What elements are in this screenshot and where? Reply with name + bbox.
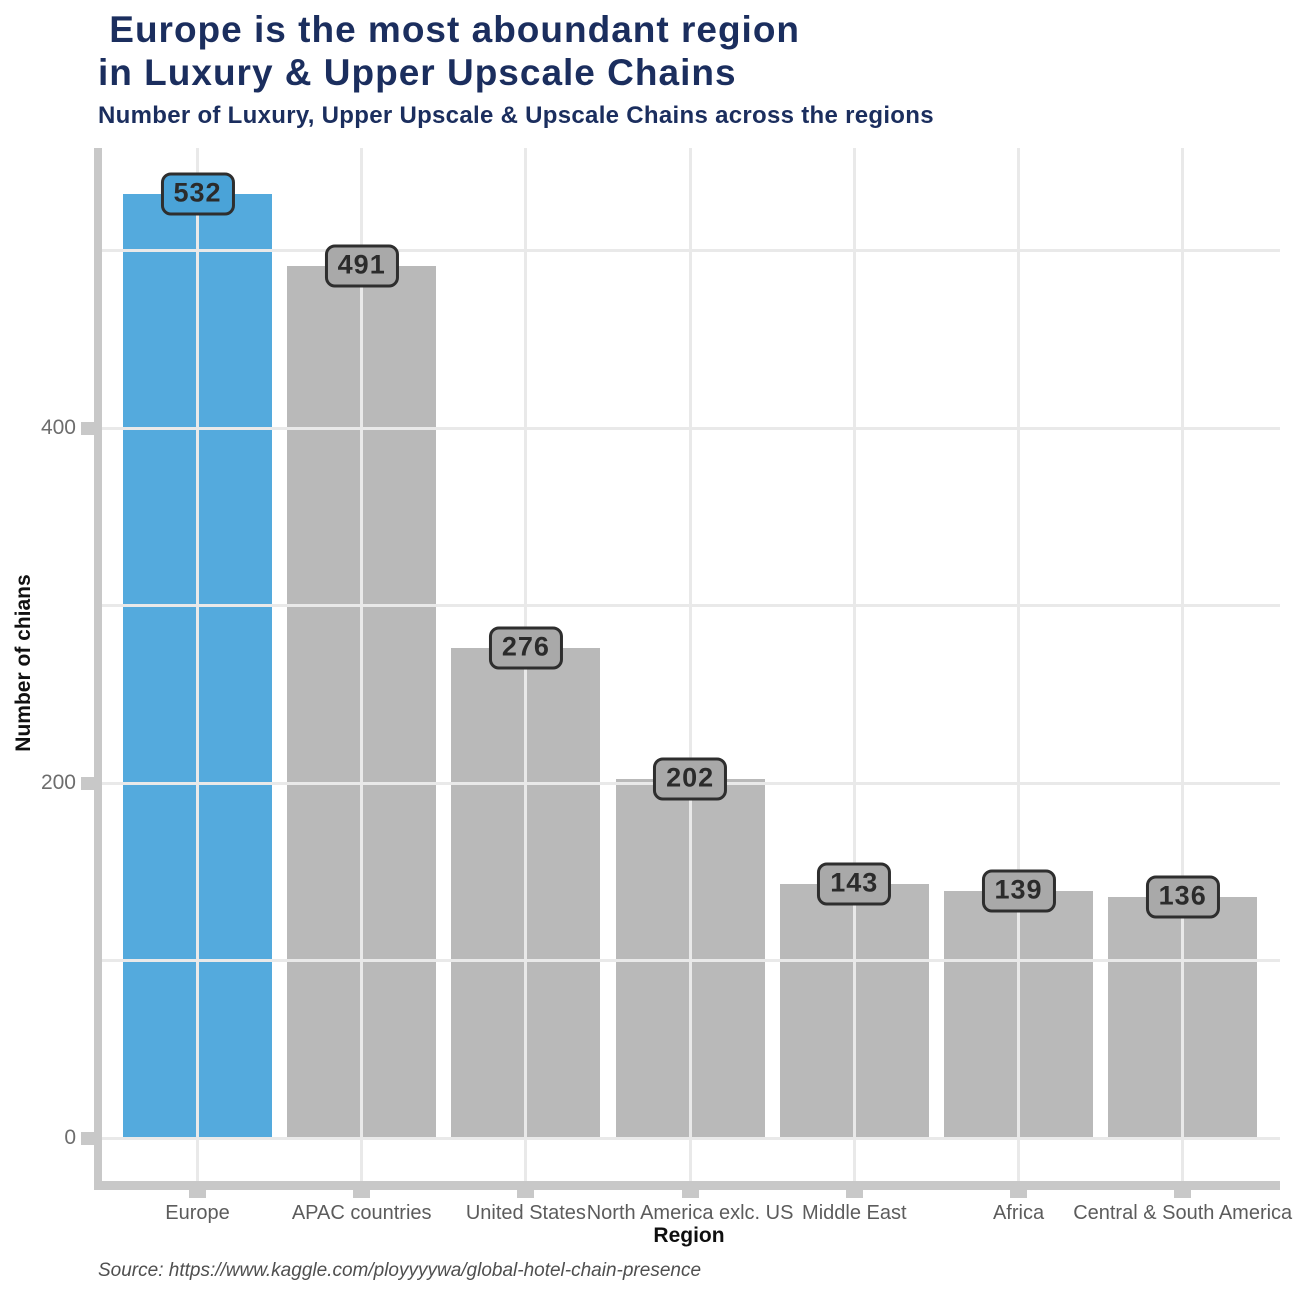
- category-label: United States: [465, 1202, 586, 1224]
- gridline-v: [852, 148, 856, 1181]
- value-label: 276: [488, 626, 563, 670]
- gridline-v: [1181, 148, 1185, 1181]
- y-tick: [81, 421, 94, 435]
- category-label: Central & South America: [1073, 1202, 1293, 1224]
- y-tick-label: 400: [40, 416, 76, 439]
- y-axis-line: [94, 148, 102, 1189]
- value-label: 136: [1145, 875, 1220, 919]
- category-label: Europe: [165, 1202, 230, 1224]
- gridline-v: [1017, 148, 1020, 1181]
- value-label: 491: [324, 244, 399, 288]
- source-note: Source: https://www.kaggle.com/ployyyywa…: [98, 1260, 702, 1281]
- category-label: Africa: [992, 1202, 1045, 1224]
- gridline-v: [360, 148, 364, 1181]
- value-label: 139: [981, 869, 1056, 913]
- y-tick: [81, 776, 94, 790]
- y-tick-label: 0: [64, 1126, 76, 1149]
- y-tick-label: 200: [40, 771, 76, 794]
- chart-title: Europe is the most aboundant region in L…: [98, 9, 801, 93]
- category-label: North America exlc. US: [586, 1202, 794, 1224]
- category-label: APAC countries: [291, 1202, 432, 1224]
- y-tick: [81, 1131, 94, 1145]
- x-axis-title: Region: [653, 1224, 725, 1247]
- category-label: Middle East: [802, 1202, 907, 1224]
- gridline-v: [196, 148, 199, 1181]
- chart-subtitle: Number of Luxury, Upper Upscale & Upscal…: [98, 102, 934, 129]
- y-axis-title: Number of chians: [12, 574, 35, 752]
- x-axis-line: [94, 1181, 1280, 1190]
- value-label: 143: [817, 862, 892, 906]
- value-label: 532: [160, 172, 235, 216]
- value-label: 202: [653, 757, 728, 801]
- gridline-v: [688, 148, 692, 1181]
